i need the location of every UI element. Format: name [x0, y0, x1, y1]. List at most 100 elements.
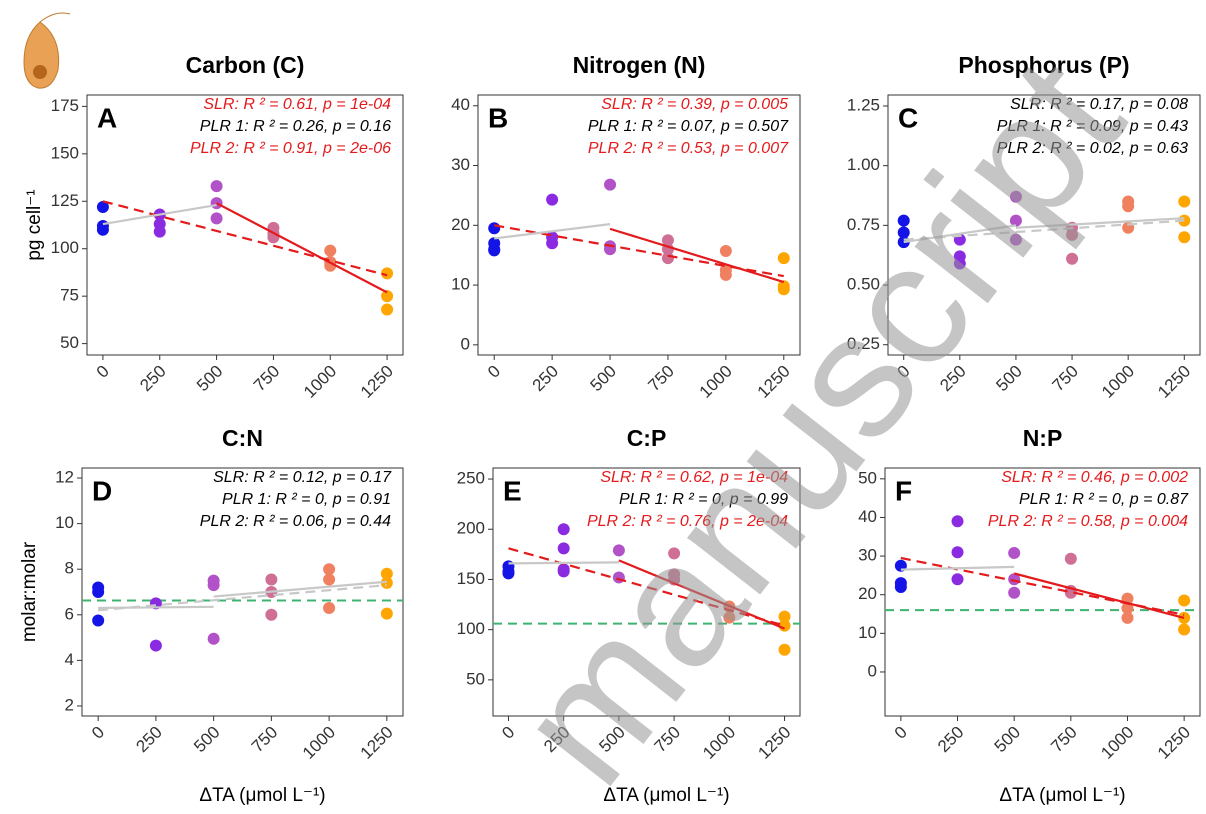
- data-point: [557, 542, 570, 555]
- y-tick-label: 40: [858, 507, 877, 526]
- y-tick-label: 200: [457, 519, 485, 538]
- data-point: [661, 252, 674, 265]
- stat-annotation: SLR: R ² = 0.46, p = 0.002: [1001, 469, 1188, 486]
- y-tick-label: 50: [466, 669, 485, 688]
- y-tick-label: 2: [65, 695, 74, 714]
- data-point: [153, 225, 166, 238]
- data-point: [1178, 231, 1191, 244]
- data-point: [719, 268, 732, 281]
- data-point: [719, 245, 732, 257]
- data-point: [1009, 190, 1022, 203]
- data-point: [149, 639, 162, 652]
- x-axis-label: ΔTA (μmol L⁻¹): [999, 785, 1125, 806]
- stat-annotation: SLR: R ² = 0.12, p = 0.17: [213, 469, 392, 486]
- data-point: [1178, 594, 1191, 607]
- x-tick-label: 500: [587, 362, 620, 395]
- y-tick-label: 0: [868, 661, 877, 680]
- y-tick-label: 40: [451, 95, 470, 114]
- data-point: [207, 632, 220, 645]
- y-tick-label: 12: [55, 468, 74, 487]
- panel-title: C:P: [627, 425, 667, 451]
- data-point: [668, 547, 681, 560]
- x-tick-label: 500: [190, 723, 223, 756]
- y-tick-label: 0.75: [847, 215, 880, 234]
- y-tick-label: 75: [60, 286, 79, 305]
- y-axis-label: pg cell⁻¹: [24, 189, 45, 260]
- stat-annotation: PLR 1: R ² = 0, p = 0.91: [222, 491, 391, 508]
- data-point: [1066, 252, 1079, 265]
- fit-line: [508, 561, 619, 565]
- y-tick-label: 1.00: [847, 155, 880, 174]
- data-point: [1122, 200, 1135, 213]
- data-point: [488, 222, 501, 235]
- y-tick-label: 4: [65, 650, 74, 669]
- data-point: [953, 257, 966, 270]
- y-tick-label: 250: [457, 469, 485, 488]
- x-axis-label: ΔTA (μmol L⁻¹): [199, 785, 325, 806]
- panel-title: Carbon (C): [186, 52, 305, 78]
- fit-line: [609, 227, 785, 284]
- data-point: [1178, 623, 1191, 636]
- x-tick-label: 250: [934, 723, 967, 756]
- data-point: [265, 573, 278, 586]
- x-tick-label: 1250: [1154, 362, 1194, 402]
- data-point: [323, 601, 336, 614]
- fit-line: [98, 605, 214, 610]
- x-tick-label: 500: [992, 362, 1025, 395]
- data-point: [557, 523, 570, 536]
- y-tick-label: 1.25: [847, 95, 880, 114]
- fit-line: [98, 584, 387, 612]
- panel-letter: E: [503, 475, 522, 506]
- fit-line: [903, 224, 1017, 244]
- data-point: [951, 573, 964, 586]
- y-tick-label: 30: [451, 155, 470, 174]
- data-point: [778, 619, 791, 632]
- stat-annotation: PLR 2: R ² = 0.58, p = 0.004: [988, 513, 1188, 530]
- x-tick-label: 1250: [357, 723, 397, 763]
- y-tick-label: 0.25: [847, 334, 880, 353]
- y-tick-label: 150: [457, 569, 485, 588]
- stat-annotation: PLR 2: R ² = 0.91, p = 2e-06: [190, 140, 391, 157]
- panel: C:N D 2 4 6 8 10 12 0 250 500 750 1000 1250 molar:mola…: [19, 425, 404, 806]
- data-point: [380, 576, 393, 589]
- x-tick-label: 1000: [1098, 362, 1138, 402]
- data-point: [1121, 611, 1134, 624]
- panel: Carbon (C) A 50 75 100 125 150 175 0 250 500 750 100…: [24, 52, 404, 402]
- x-tick-label: 750: [1049, 362, 1082, 395]
- x-tick-label: 750: [644, 362, 677, 395]
- data-point: [546, 193, 559, 206]
- stat-annotation: PLR 2: R ² = 0.02, p = 0.63: [997, 140, 1188, 157]
- stat-annotation: PLR 2: R ² = 0.06, p = 0.44: [200, 513, 391, 530]
- plot-frame: [884, 467, 1201, 717]
- fit-line: [102, 200, 388, 277]
- panel-letter: A: [97, 102, 117, 133]
- x-tick-label: 500: [193, 362, 226, 395]
- stat-annotation: PLR 1: R ² = 0.09, p = 0.43: [997, 118, 1188, 135]
- data-point: [777, 283, 790, 296]
- data-point: [1064, 552, 1077, 565]
- x-tick-label: 0: [484, 362, 504, 382]
- data-point: [951, 546, 964, 559]
- fit-line: [216, 202, 388, 294]
- x-tick-label: 1250: [357, 362, 397, 402]
- x-tick-label: 0: [93, 362, 113, 382]
- stat-annotation: PLR 1: R ² = 0.07, p = 0.507: [588, 118, 789, 135]
- y-tick-label: 8: [65, 559, 74, 578]
- y-tick-label: 10: [55, 513, 74, 532]
- data-point: [897, 214, 910, 227]
- data-point: [210, 180, 223, 193]
- stat-annotation: PLR 1: R ² = 0, p = 0.87: [1019, 491, 1189, 508]
- plot-frame: [81, 467, 404, 717]
- fit-line: [618, 559, 785, 630]
- fit-line: [1015, 217, 1185, 229]
- y-tick-label: 125: [51, 191, 79, 210]
- stat-annotation: SLR: R ² = 0.39, p = 0.005: [601, 96, 788, 113]
- data-point: [546, 237, 559, 250]
- plot-frame: [492, 467, 801, 717]
- x-tick-label: 0: [88, 723, 108, 743]
- data-point: [324, 259, 337, 272]
- y-tick-label: 20: [451, 215, 470, 234]
- data-point: [1121, 602, 1134, 615]
